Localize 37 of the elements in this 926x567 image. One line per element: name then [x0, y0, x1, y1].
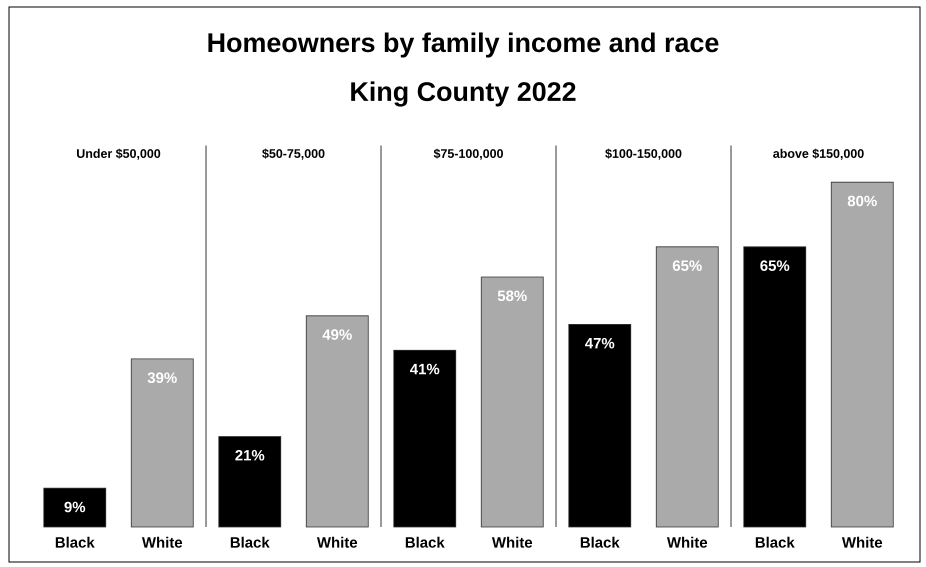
text: $75-100,000	[434, 148, 503, 160]
text: Under $50,000	[77, 148, 160, 160]
bar	[306, 315, 369, 528]
x-tick-label: Black	[580, 536, 620, 548]
text: above $150,000	[773, 148, 864, 160]
x-tick-label: White	[316, 536, 358, 548]
x-tick-label: Black	[230, 536, 270, 548]
data-label: 65%	[672, 260, 702, 271]
x-tick-label: Black	[756, 536, 795, 548]
bar	[130, 358, 194, 528]
data-label: 65%	[760, 260, 790, 271]
bar	[568, 324, 632, 528]
x-tick-label: Black	[406, 536, 445, 548]
bar	[393, 350, 456, 528]
bar	[656, 246, 719, 528]
data-label: 9%	[64, 502, 86, 512]
data-label: 21%	[235, 450, 264, 461]
chart-title: Homeowners by family income and race	[208, 32, 718, 58]
bar	[743, 246, 806, 528]
x-tick-label: White	[842, 536, 882, 548]
data-label: 49%	[322, 329, 352, 340]
bar	[830, 182, 894, 528]
bar	[43, 488, 106, 528]
text: $50-75,000	[262, 148, 324, 160]
bar	[218, 436, 282, 528]
data-label: 58%	[498, 290, 527, 302]
data-label: 47%	[585, 338, 614, 348]
chart-subtitle: King County 2022	[351, 81, 576, 107]
data-label: 39%	[148, 372, 177, 384]
x-tick-label: White	[666, 536, 708, 548]
x-tick-label: White	[142, 536, 182, 548]
x-tick-label: White	[492, 536, 532, 548]
text: $100-150,000	[605, 148, 682, 160]
data-label: 41%	[410, 364, 440, 374]
x-tick-label: Black	[56, 536, 95, 548]
bar	[480, 276, 544, 528]
data-label: 80%	[848, 196, 877, 206]
